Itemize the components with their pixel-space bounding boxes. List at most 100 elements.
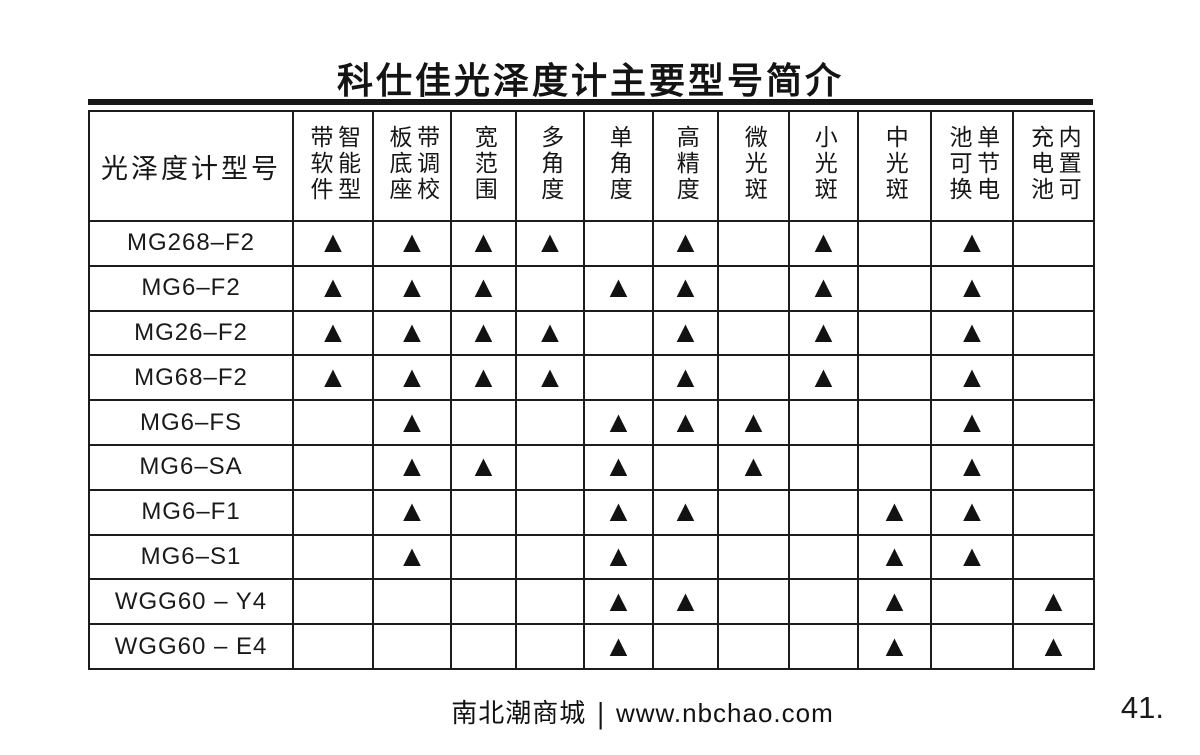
footer-store-name: 南北潮商城: [451, 698, 587, 728]
column-header-label: 微光斑: [741, 124, 768, 203]
feature-cell-empty: [372, 623, 452, 670]
feature-cell-empty: [450, 533, 517, 581]
table-row: MG6–FS ▲ ▲ ▲ ▲ ▲: [88, 399, 1095, 446]
page-number: 41.: [1120, 690, 1164, 725]
table-row: MG6–S1 ▲ ▲ ▲ ▲: [88, 533, 1095, 581]
feature-cell-empty: [450, 488, 517, 536]
feature-cell-empty: [857, 309, 932, 357]
feature-mark-triangle: ▲: [788, 309, 859, 357]
feature-mark-triangle: ▲: [292, 220, 374, 267]
feature-mark-triangle: ▲: [930, 443, 1014, 491]
model-name: WGG60 – E4: [88, 623, 294, 670]
feature-mark-triangle: ▲: [788, 354, 859, 402]
feature-cell-empty: [652, 443, 719, 491]
feature-cell-empty: [857, 220, 932, 267]
table-row: MG6–F1 ▲ ▲ ▲ ▲ ▲: [88, 488, 1095, 536]
column-header-label: 单角度: [606, 124, 633, 203]
feature-mark-triangle: ▲: [652, 578, 719, 626]
feature-mark-triangle: ▲: [372, 354, 452, 402]
feature-cell-empty: [652, 623, 719, 670]
table-row: MG6–SA ▲ ▲ ▲ ▲ ▲: [88, 443, 1095, 491]
feature-mark-triangle: ▲: [515, 220, 585, 267]
feature-mark-triangle: ▲: [515, 309, 585, 357]
feature-cell-empty: [788, 578, 859, 626]
feature-cell-empty: [1012, 488, 1095, 536]
table-row: MG268–F2 ▲ ▲ ▲ ▲ ▲ ▲ ▲: [88, 220, 1095, 267]
column-header-single-angle: 单角度: [583, 110, 654, 222]
feature-cell-empty: [788, 533, 859, 581]
table-row: MG6–F2 ▲ ▲ ▲ ▲ ▲ ▲ ▲: [88, 264, 1095, 312]
model-name: MG6–SA: [88, 443, 294, 491]
title-underline-rule: [88, 99, 1093, 105]
model-name: MG26–F2: [88, 309, 294, 357]
column-header-small-spot: 小光斑: [788, 110, 859, 222]
feature-mark-triangle: ▲: [930, 309, 1014, 357]
feature-mark-triangle: ▲: [857, 578, 932, 626]
column-header-label: 单节电池可换: [946, 124, 1000, 203]
feature-cell-empty: [857, 443, 932, 491]
feature-mark-triangle: ▲: [372, 309, 452, 357]
feature-mark-triangle: ▲: [1012, 623, 1095, 670]
feature-cell-empty: [717, 488, 790, 536]
column-header-label: 宽范围: [471, 124, 498, 203]
feature-mark-triangle: ▲: [372, 443, 452, 491]
feature-mark-triangle: ▲: [930, 264, 1014, 312]
feature-cell-empty: [292, 443, 374, 491]
feature-cell-empty: [450, 399, 517, 446]
feature-mark-triangle: ▲: [450, 354, 517, 402]
model-name: MG268–F2: [88, 220, 294, 267]
column-header-medium-spot: 中光斑: [857, 110, 932, 222]
column-header-single-battery-replaceable: 单节电池可换: [930, 110, 1014, 222]
feature-cell-empty: [450, 623, 517, 670]
feature-mark-triangle: ▲: [788, 220, 859, 267]
table-header-row: 光泽度计型号 智能型带软件 带调校板底座 宽范围 多角度 单角度 高精度 微光斑…: [88, 110, 1095, 222]
feature-mark-triangle: ▲: [372, 264, 452, 312]
feature-cell-empty: [717, 220, 790, 267]
feature-mark-triangle: ▲: [450, 309, 517, 357]
model-name: MG6–FS: [88, 399, 294, 446]
feature-mark-triangle: ▲: [652, 264, 719, 312]
feature-mark-triangle: ▲: [583, 533, 654, 581]
feature-mark-triangle: ▲: [292, 309, 374, 357]
feature-mark-triangle: ▲: [857, 623, 932, 670]
feature-mark-triangle: ▲: [372, 220, 452, 267]
column-header-model: 光泽度计型号: [88, 110, 294, 222]
footer-separator: |: [597, 695, 605, 731]
feature-cell-empty: [788, 488, 859, 536]
column-header-label: 高精度: [673, 124, 700, 203]
model-name: MG68–F2: [88, 354, 294, 402]
feature-mark-triangle: ▲: [652, 309, 719, 357]
feature-mark-triangle: ▲: [1012, 578, 1095, 626]
feature-mark-triangle: ▲: [717, 399, 790, 446]
feature-cell-empty: [857, 354, 932, 402]
column-header-wide-range: 宽范围: [450, 110, 517, 222]
feature-cell-empty: [1012, 399, 1095, 446]
model-name: MG6–F2: [88, 264, 294, 312]
feature-mark-triangle: ▲: [652, 354, 719, 402]
feature-mark-triangle: ▲: [652, 399, 719, 446]
column-header-label: 带调校板底座: [386, 124, 440, 203]
feature-cell-empty: [1012, 443, 1095, 491]
feature-mark-triangle: ▲: [930, 220, 1014, 267]
feature-mark-triangle: ▲: [652, 220, 719, 267]
feature-cell-empty: [515, 488, 585, 536]
table-row: MG68–F2 ▲ ▲ ▲ ▲ ▲ ▲ ▲: [88, 354, 1095, 402]
model-name: MG6–F1: [88, 488, 294, 536]
feature-cell-empty: [788, 399, 859, 446]
model-name: WGG60 – Y4: [88, 578, 294, 626]
feature-cell-empty: [515, 399, 585, 446]
feature-mark-triangle: ▲: [583, 578, 654, 626]
feature-cell-empty: [583, 220, 654, 267]
feature-mark-triangle: ▲: [930, 354, 1014, 402]
feature-mark-triangle: ▲: [450, 220, 517, 267]
feature-cell-empty: [372, 578, 452, 626]
feature-mark-triangle: ▲: [450, 264, 517, 312]
column-header-label: 内置可充电池: [1027, 124, 1082, 203]
feature-mark-triangle: ▲: [583, 443, 654, 491]
column-header-builtin-rechargeable-battery: 内置可充电池: [1012, 110, 1095, 222]
feature-cell-empty: [292, 533, 374, 581]
feature-mark-triangle: ▲: [292, 264, 374, 312]
feature-mark-triangle: ▲: [450, 443, 517, 491]
feature-mark-triangle: ▲: [292, 354, 374, 402]
